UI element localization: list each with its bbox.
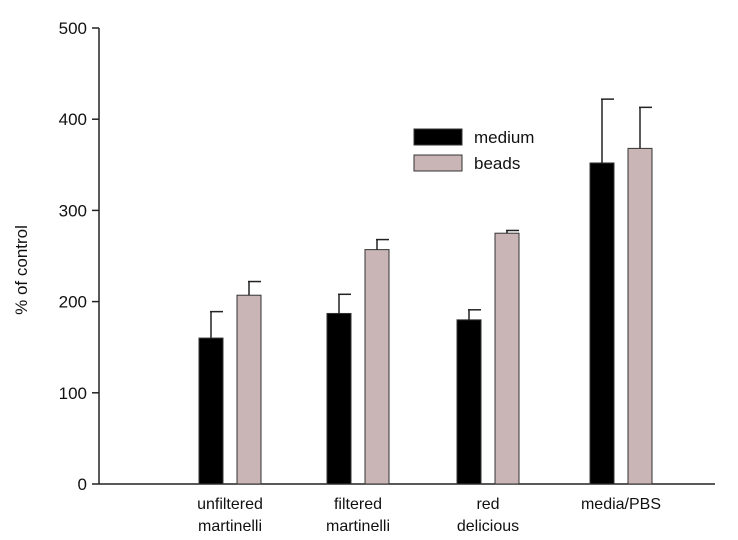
category-label: red — [476, 496, 499, 513]
legend-swatch-beads — [413, 154, 463, 172]
category-label: filtered — [334, 496, 382, 513]
bar-medium — [589, 162, 615, 485]
y-tick-label: 500 — [59, 19, 87, 38]
bar-medium — [456, 319, 482, 485]
bar-beads — [494, 232, 520, 485]
y-tick-label: 300 — [59, 201, 87, 220]
legend-swatch-medium — [413, 128, 463, 146]
category-label: media/PBS — [581, 496, 661, 513]
legend-label-medium: medium — [474, 128, 534, 147]
bar-medium — [198, 337, 224, 485]
legend-label-beads: beads — [474, 154, 520, 173]
bar-beads — [236, 294, 262, 485]
category-label: martinelli — [198, 518, 262, 535]
category-label: delicious — [457, 518, 519, 535]
y-tick-label: 400 — [59, 110, 87, 129]
y-tick-label: 100 — [59, 384, 87, 403]
y-tick-label: 200 — [59, 293, 87, 312]
bar-beads — [364, 249, 390, 485]
bar-medium — [326, 312, 352, 485]
y-tick-label: 0 — [78, 475, 87, 494]
category-label: martinelli — [326, 518, 390, 535]
bar-beads — [627, 147, 653, 485]
category-label: unfiltered — [197, 496, 263, 513]
y-axis-title: % of control — [12, 225, 31, 315]
